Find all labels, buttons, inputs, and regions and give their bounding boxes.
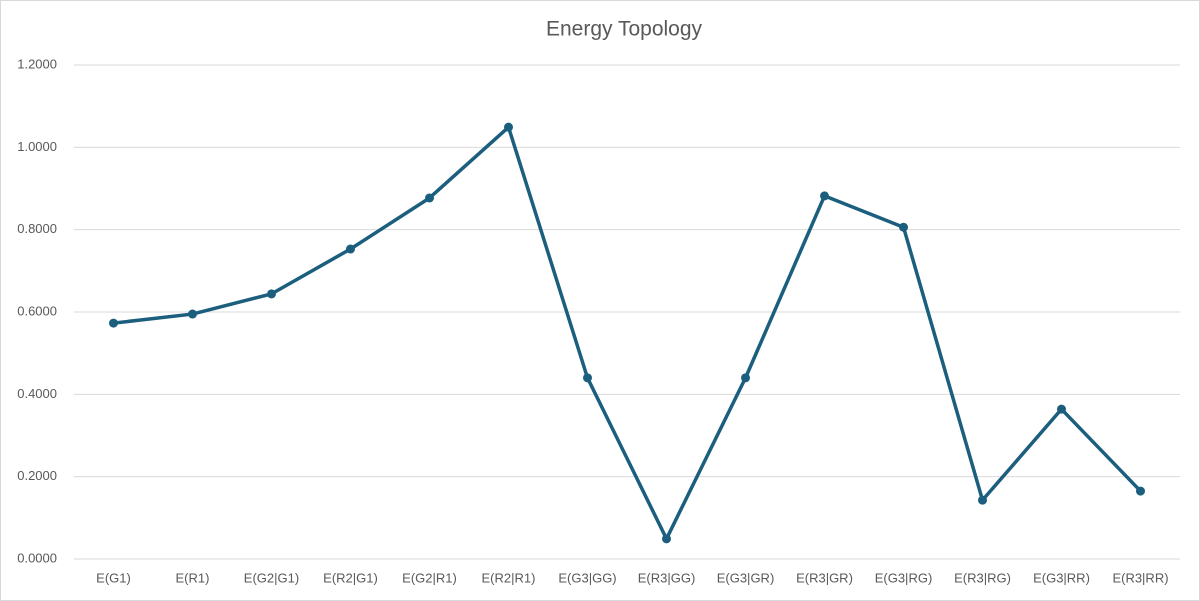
x-tick-label: E(G3|RR) <box>1033 570 1090 585</box>
line <box>113 125 1142 541</box>
x-tick-label: E(G2|G1) <box>244 570 299 585</box>
y-tick-label: 1.2000 <box>17 56 57 71</box>
marker <box>1057 404 1066 414</box>
x-tick-label: E(R3|RR) <box>1112 570 1168 585</box>
x-tick-label: E(R3|RG) <box>954 570 1011 585</box>
x-tick-label: E(R1) <box>176 570 210 585</box>
marker <box>899 222 908 232</box>
x-tick-label: E(G3|GR) <box>717 570 775 585</box>
marker <box>346 244 355 254</box>
x-tick-label: E(G1) <box>96 570 131 585</box>
marker <box>662 534 671 544</box>
y-tick-label: 0.2000 <box>17 468 57 483</box>
marker <box>188 309 197 319</box>
marker <box>583 373 592 383</box>
y-tick-label: 0.0000 <box>17 550 57 565</box>
marker <box>504 122 513 132</box>
x-tick-label: E(R3|GG) <box>638 570 696 585</box>
y-tick-label: 0.4000 <box>17 386 57 401</box>
x-tick-label: E(R2|R1) <box>482 570 536 585</box>
marker <box>1136 486 1145 496</box>
x-tick-label: E(R3|GR) <box>796 570 853 585</box>
y-tick-label: 1.0000 <box>17 139 57 154</box>
x-tick-label: E(G2|R1) <box>402 570 457 585</box>
y-tick-label: 0.6000 <box>17 303 57 318</box>
marker <box>978 495 987 505</box>
y-tick-label: 0.8000 <box>17 221 57 236</box>
marker <box>820 191 829 201</box>
x-tick-label: E(G3|RG) <box>875 570 933 585</box>
x-tick-label: E(G3|GG) <box>558 570 616 585</box>
marker <box>267 289 276 299</box>
marker <box>425 193 434 203</box>
marker <box>109 318 118 328</box>
marker <box>741 373 750 383</box>
x-tick-label: E(R2|G1) <box>323 570 378 585</box>
chart-title: Energy Topology <box>546 18 703 41</box>
